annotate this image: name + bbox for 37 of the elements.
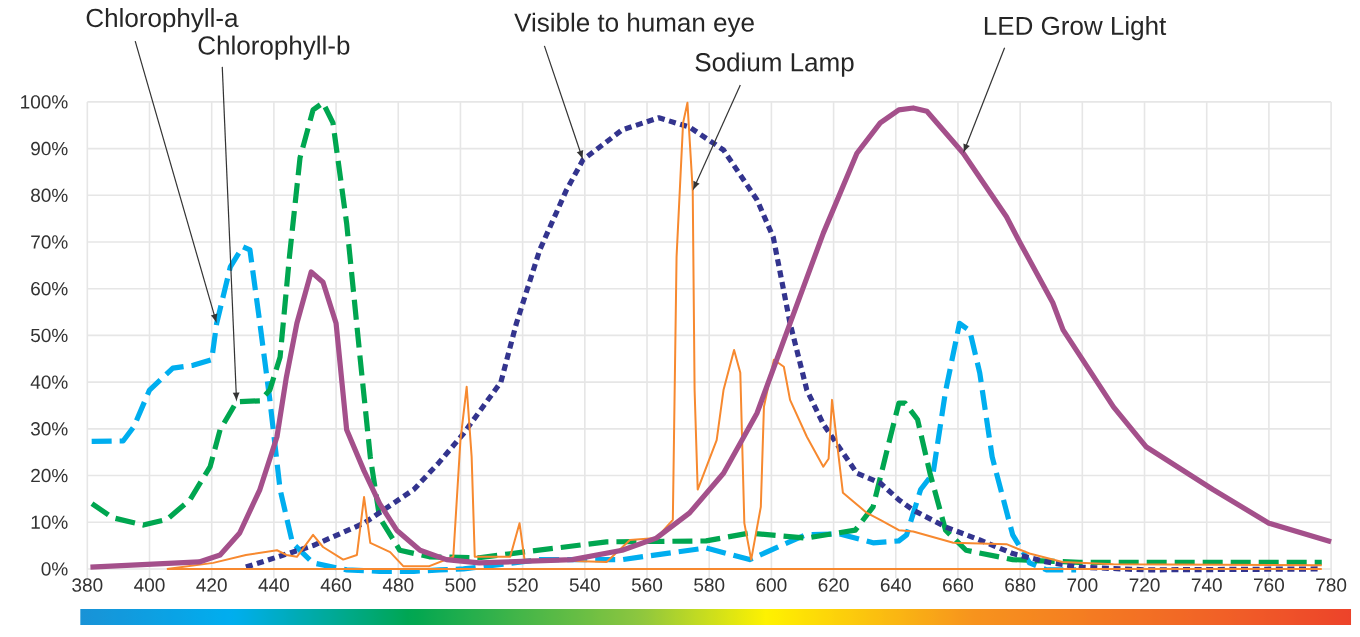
text: LED Grow Light xyxy=(984,15,1167,41)
x-tick-label: 500 xyxy=(445,578,476,592)
x-tick-label: 600 xyxy=(756,578,787,592)
x-tick-label: 660 xyxy=(943,578,974,592)
y-tick-label: 100% xyxy=(21,95,68,109)
text: Chlorophyll-a xyxy=(86,8,239,33)
y-tick-label: 30% xyxy=(30,422,68,436)
y-tick-label: 0% xyxy=(41,562,68,576)
x-tick-label: 580 xyxy=(694,578,725,592)
y-tick-label: 90% xyxy=(31,141,68,156)
x-tick-label: 740 xyxy=(1191,578,1222,592)
series-label: Chlorophyll-b xyxy=(198,35,350,60)
x-tick-label: 700 xyxy=(1067,578,1098,592)
x-tick-label: 440 xyxy=(258,578,289,592)
x-tick-label: 640 xyxy=(880,578,911,592)
x-tick-label: 720 xyxy=(1129,578,1160,592)
x-tick-label: 680 xyxy=(1005,578,1036,592)
x-tick-label: 480 xyxy=(382,578,414,592)
y-tick-label: 20% xyxy=(31,468,68,483)
x-tick-label: 540 xyxy=(569,578,600,592)
x-tick-label: 420 xyxy=(196,578,227,592)
x-tick-label: 520 xyxy=(507,578,538,592)
x-tick-label: 760 xyxy=(1254,578,1284,592)
y-tick-label: 80% xyxy=(31,188,68,203)
x-tick-label: 400 xyxy=(134,578,165,592)
x-tick-label: 380 xyxy=(72,578,103,592)
x-tick-label: 780 xyxy=(1316,578,1347,592)
y-tick-label: 40% xyxy=(30,375,68,389)
text: Visible to human eye xyxy=(514,12,754,37)
y-tick-label: 10% xyxy=(31,515,68,529)
y-tick-label: 50% xyxy=(30,328,68,343)
x-tick-label: 460 xyxy=(320,578,352,592)
y-tick-label: 70% xyxy=(31,235,68,249)
x-tick-label: 620 xyxy=(818,578,849,592)
y-tick-label: 60% xyxy=(31,281,68,296)
x-tick-label: 560 xyxy=(631,578,663,592)
series-label: Sodium Lamp xyxy=(695,52,854,77)
